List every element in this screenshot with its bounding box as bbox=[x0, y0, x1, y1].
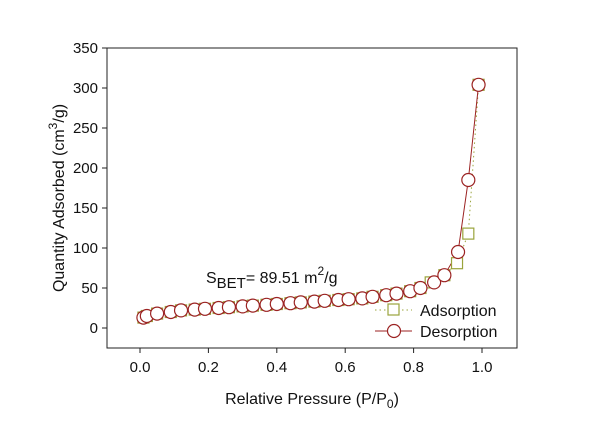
desorption-point bbox=[365, 289, 380, 304]
desorption-point bbox=[450, 244, 466, 260]
y-tick-label: 100 bbox=[73, 240, 98, 257]
desorption-point bbox=[471, 77, 486, 92]
x-tick-label: 0.4 bbox=[266, 359, 287, 376]
y-axis-label: Quantity Adsorbed (cm3/g) bbox=[46, 104, 68, 292]
y-tick-label: 150 bbox=[73, 200, 98, 217]
adsorption-point bbox=[462, 227, 475, 240]
desorption-point bbox=[197, 301, 213, 316]
desorption-point bbox=[341, 292, 356, 307]
y-tick-label: 250 bbox=[73, 120, 98, 137]
desorption-point bbox=[269, 296, 284, 312]
desorption-point bbox=[461, 172, 476, 188]
sbet-annotation: SBET= 89.51 m2/g bbox=[206, 264, 338, 292]
y-tick-label: 50 bbox=[81, 280, 98, 297]
y-tick-label: 0 bbox=[90, 320, 98, 337]
desorption-point bbox=[389, 286, 404, 301]
desorption-point bbox=[317, 293, 332, 308]
legend: Adsorption Desorption bbox=[375, 303, 497, 341]
x-tick-label: 0.8 bbox=[403, 359, 424, 376]
y-tick-label: 300 bbox=[73, 80, 98, 97]
desorption-point bbox=[293, 295, 308, 310]
adsorption-point bbox=[450, 257, 464, 270]
desorption-point bbox=[150, 306, 165, 321]
x-tick-label: 0.0 bbox=[130, 359, 151, 376]
x-tick-label: 1.0 bbox=[472, 359, 493, 376]
y-tick-label: 200 bbox=[73, 160, 98, 177]
desorption-point bbox=[173, 303, 189, 318]
desorption-point bbox=[427, 275, 442, 290]
x-tick-label: 0.6 bbox=[335, 359, 356, 376]
desorption-point bbox=[437, 268, 452, 283]
desorption-point bbox=[413, 280, 428, 296]
plot-frame bbox=[106, 47, 518, 349]
legend-adsorption-label: Adsorption bbox=[420, 303, 497, 320]
desorption-point bbox=[221, 300, 237, 315]
x-axis-label: Relative Pressure (P/P0) bbox=[225, 391, 399, 411]
desorption-point bbox=[245, 298, 260, 313]
y-tick-label: 350 bbox=[73, 40, 98, 57]
legend-desorption-marker bbox=[386, 323, 402, 339]
x-tick-label: 0.2 bbox=[198, 359, 219, 376]
legend-adsorption-marker bbox=[387, 303, 400, 316]
legend-desorption-label: Desorption bbox=[420, 324, 497, 341]
